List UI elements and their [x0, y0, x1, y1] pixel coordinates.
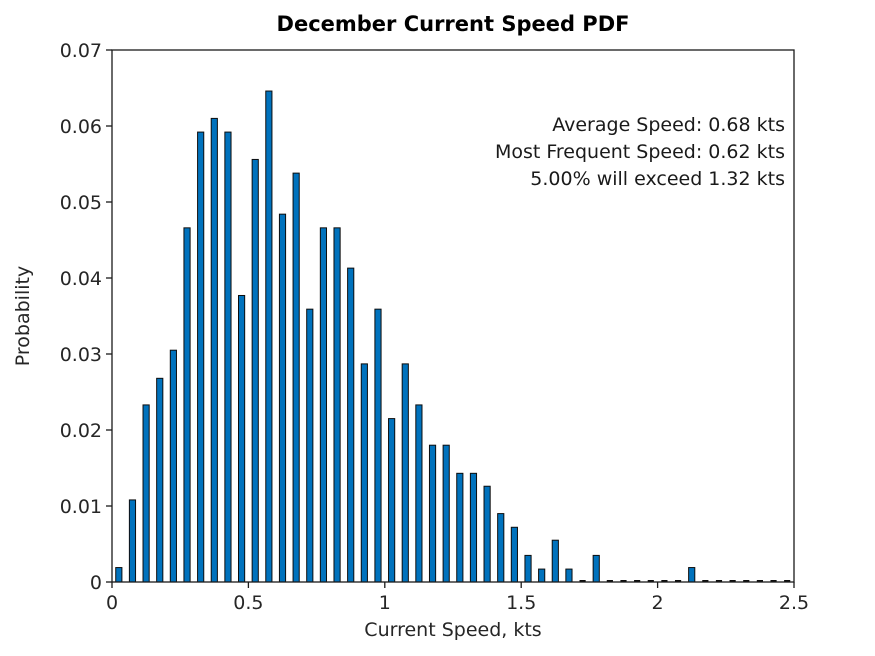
histogram-bar: [142, 404, 150, 583]
histogram-bar: [238, 294, 246, 583]
histogram-bar: [251, 158, 259, 583]
y-tick-label: 0.02: [60, 420, 102, 442]
histogram-bar: [292, 172, 300, 583]
zero-bin-mark: [729, 580, 736, 583]
histogram-bar: [115, 567, 123, 583]
annotation-average-speed: Average Speed: 0.68 kts: [552, 114, 785, 136]
y-tick-label: 0.04: [60, 268, 102, 290]
zero-bin-mark: [647, 580, 654, 583]
chart-title: December Current Speed PDF: [277, 12, 630, 36]
y-tick-label: 0.03: [60, 344, 102, 366]
y-tick-label: 0.01: [60, 496, 102, 518]
zero-bin-mark: [674, 580, 682, 583]
zero-bin-mark: [606, 580, 613, 583]
histogram-bar: [224, 131, 232, 583]
histogram-bar: [442, 444, 450, 583]
x-tick-label: 1: [379, 592, 391, 614]
x-tick-label: 2: [652, 592, 664, 614]
histogram-bar: [415, 404, 423, 583]
axis-box: [111, 49, 795, 583]
zero-bin-mark: [620, 580, 627, 583]
histogram-bar: [551, 539, 559, 583]
histogram-bar: [210, 117, 218, 583]
histogram-bar: [592, 554, 600, 583]
histogram-bar: [347, 267, 355, 583]
histogram-bar: [497, 513, 505, 583]
histogram-bar: [278, 213, 287, 583]
zero-bin-mark: [743, 580, 750, 583]
y-axis-label: Probability: [12, 266, 34, 366]
zero-bin-mark: [784, 580, 791, 583]
bars-group: [115, 90, 791, 583]
histogram-bar: [169, 349, 177, 583]
y-tick-label: 0.07: [60, 40, 102, 62]
annotation-most-frequent-speed: Most Frequent Speed: 0.62 kts: [495, 141, 785, 163]
histogram-bar: [565, 568, 573, 583]
histogram-bar: [306, 308, 314, 583]
histogram-bar: [401, 363, 409, 583]
histogram-bar: [374, 308, 382, 583]
histogram-bar: [538, 568, 546, 583]
x-tick-label: 0: [106, 592, 118, 614]
y-tick-label: 0.06: [60, 116, 102, 138]
histogram-bar: [510, 526, 518, 583]
histogram-bar: [360, 363, 368, 583]
zero-bin-mark: [634, 580, 641, 583]
x-tick-label: 0.5: [233, 592, 263, 614]
histogram-bar: [469, 472, 478, 583]
y-tick-label: 0: [90, 572, 102, 594]
x-tick-label: 1.5: [506, 592, 536, 614]
histogram-bar: [524, 554, 532, 583]
histogram-bar: [688, 567, 696, 583]
x-tick-label: 2.5: [779, 592, 809, 614]
histogram-bar: [128, 499, 137, 583]
annotation-exceedance: 5.00% will exceed 1.32 kts: [530, 168, 785, 190]
histogram-bar: [183, 227, 191, 583]
histogram-bar: [156, 377, 164, 583]
y-tick-label: 0.05: [60, 192, 102, 214]
histogram-bar: [265, 90, 273, 583]
zero-bin-mark: [661, 580, 668, 583]
x-axis-label: Current Speed, kts: [364, 619, 541, 641]
zero-bin-mark: [579, 580, 586, 583]
axis-group: [106, 49, 795, 588]
zero-bin-mark: [702, 580, 709, 583]
zero-bin-mark: [756, 580, 763, 583]
zero-bin-mark: [770, 580, 777, 583]
histogram-bar: [333, 227, 341, 583]
histogram-bar: [456, 472, 464, 583]
histogram-bar: [197, 131, 205, 583]
zero-bin-mark: [715, 580, 723, 583]
tick-labels-group: 0 0.5 1 1.5 2 2.5 0 0.01 0.02 0.03 0.04 0.05 0.06 0.0…: [60, 40, 809, 614]
histogram-bar: [428, 444, 437, 583]
histogram-bar: [319, 227, 328, 583]
histogram-bar: [388, 418, 396, 583]
histogram-bar: [483, 485, 491, 583]
